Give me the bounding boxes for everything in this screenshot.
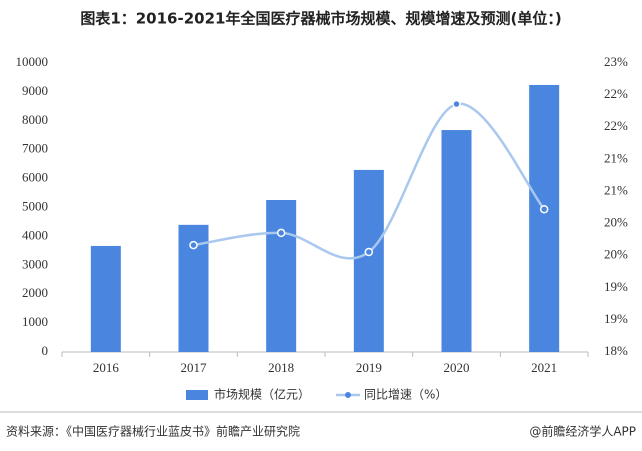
- y2-tick-label: 20%: [604, 247, 628, 262]
- y-tick-label: 0: [42, 343, 49, 358]
- bar: [529, 84, 560, 353]
- y-tick-label: 9000: [22, 83, 48, 98]
- brand: @前瞻经济学人APP: [529, 424, 636, 439]
- line: [193, 102, 546, 260]
- source: 资料来源：《中国医疗器械行业蓝皮书》前瞻产业研究院: [6, 424, 300, 439]
- legend-label: 市场规模（亿元）: [214, 387, 310, 402]
- y-tick-label: 10000: [16, 54, 49, 69]
- y-tick-label: 3000: [22, 256, 48, 271]
- x-tick-label: 2016: [93, 360, 120, 375]
- y-tick-label: 6000: [22, 170, 48, 185]
- bar: [266, 199, 297, 352]
- x-tick-label: 2017: [181, 360, 208, 375]
- chart-title: 图表1：2016-2021年全国医疗器械市场规模、规模增速及预测(单位：): [80, 10, 561, 28]
- point: [452, 99, 461, 109]
- bar: [353, 169, 384, 352]
- y2-tick-label: 22%: [604, 118, 628, 133]
- y2-tick-label: 18%: [604, 343, 628, 358]
- legend-label: 同比增速（%）: [364, 388, 447, 402]
- point: [364, 247, 374, 257]
- point: [539, 204, 549, 214]
- point: [276, 228, 286, 238]
- x-tick-label: 2018: [268, 360, 294, 375]
- y2-tick-label: 19%: [604, 279, 628, 294]
- y-tick-label: 5000: [22, 198, 48, 213]
- x-tick-label: 2019: [356, 360, 382, 375]
- legend-swatch: [345, 392, 351, 398]
- y2-tick-label: 19%: [604, 311, 628, 326]
- point: [189, 240, 198, 250]
- bar: [90, 245, 121, 352]
- y-tick-label: 4000: [22, 227, 48, 242]
- x-tick-label: 2021: [531, 360, 557, 375]
- y-tick-label: 2000: [22, 285, 48, 300]
- y-tick-label: 8000: [22, 112, 48, 127]
- bar: [441, 130, 472, 352]
- y2-tick-label: 20%: [604, 215, 628, 230]
- x-tick-label: 2020: [444, 360, 470, 375]
- y-tick-label: 1000: [22, 314, 48, 329]
- legend-swatch: [186, 390, 208, 400]
- y-tick-label: 7000: [22, 141, 48, 156]
- y2-tick-label: 21%: [604, 182, 628, 197]
- y2-tick-label: 23%: [604, 54, 628, 69]
- y2-tick-label: 22%: [604, 86, 628, 101]
- y2-tick-label: 21%: [604, 150, 628, 165]
